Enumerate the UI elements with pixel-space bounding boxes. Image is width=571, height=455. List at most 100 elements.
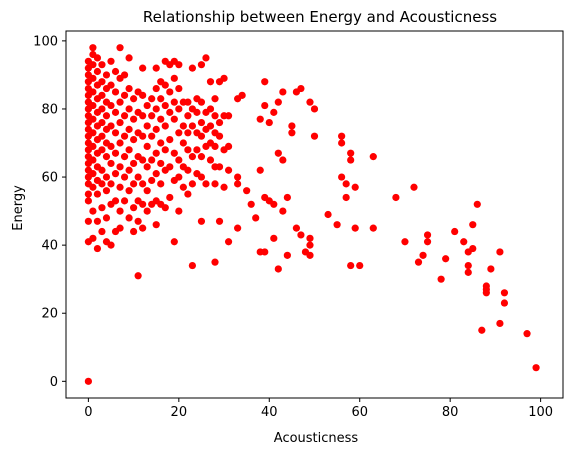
data-point xyxy=(148,95,156,103)
x-tick-label: 40 xyxy=(261,405,278,420)
data-point xyxy=(270,234,278,242)
data-point xyxy=(274,98,282,106)
data-point xyxy=(500,299,509,307)
data-point xyxy=(256,166,264,174)
data-point xyxy=(188,153,196,161)
data-point xyxy=(306,241,314,249)
data-point xyxy=(193,146,201,154)
data-point xyxy=(224,238,233,246)
data-point xyxy=(188,261,196,270)
data-point xyxy=(116,139,124,147)
y-tick-label: 0 xyxy=(50,375,58,390)
data-point xyxy=(211,180,219,188)
data-point xyxy=(401,238,409,246)
y-tick-label: 20 xyxy=(41,307,58,322)
data-point xyxy=(89,142,97,151)
data-point xyxy=(116,163,124,171)
data-point xyxy=(116,118,124,127)
data-point xyxy=(419,251,427,259)
data-point xyxy=(111,149,120,157)
data-point xyxy=(179,183,187,191)
data-point xyxy=(496,248,504,256)
data-point xyxy=(369,153,377,161)
y-tick-label: 60 xyxy=(41,171,58,186)
data-point xyxy=(84,197,92,205)
data-point xyxy=(496,319,504,328)
data-point xyxy=(460,238,468,246)
data-point xyxy=(139,224,147,232)
data-point xyxy=(184,146,192,154)
y-tick-label: 80 xyxy=(41,102,58,117)
data-point xyxy=(464,268,472,276)
data-point xyxy=(197,61,206,69)
data-point xyxy=(130,204,138,212)
data-point xyxy=(134,217,142,225)
x-tick-label: 0 xyxy=(84,405,92,420)
data-point xyxy=(234,180,242,188)
data-point xyxy=(120,153,129,161)
x-axis-ticks: 0 20 40 60 80 100 xyxy=(84,398,553,420)
data-point xyxy=(442,255,450,263)
data-point xyxy=(102,173,111,181)
y-axis-label: Energy xyxy=(11,185,26,231)
data-point xyxy=(107,81,115,89)
data-point xyxy=(89,61,97,69)
data-point xyxy=(469,221,477,229)
data-point xyxy=(184,166,192,174)
data-point xyxy=(414,258,423,266)
data-point xyxy=(175,61,183,69)
data-point xyxy=(261,78,269,86)
data-point xyxy=(188,64,196,72)
data-point xyxy=(98,61,106,69)
data-point xyxy=(211,95,219,103)
data-point xyxy=(148,176,156,185)
data-point xyxy=(224,142,233,151)
data-point xyxy=(84,217,92,225)
data-point xyxy=(161,81,169,89)
data-point xyxy=(215,132,224,140)
data-point xyxy=(125,187,133,195)
data-point xyxy=(279,207,287,215)
data-point xyxy=(197,132,206,140)
data-point xyxy=(473,200,481,208)
data-point xyxy=(125,54,133,62)
data-point xyxy=(487,265,495,273)
data-point xyxy=(161,204,169,212)
data-point xyxy=(175,84,183,93)
data-point xyxy=(157,95,165,103)
data-point xyxy=(347,261,355,270)
data-point xyxy=(224,112,233,120)
data-point xyxy=(306,234,314,242)
data-point xyxy=(116,224,124,232)
data-point xyxy=(170,149,178,157)
data-point xyxy=(102,112,111,120)
data-point xyxy=(107,57,115,65)
data-point xyxy=(143,122,151,130)
data-point xyxy=(224,166,233,174)
data-point xyxy=(197,173,206,181)
data-point xyxy=(283,193,291,202)
y-tick-label: 100 xyxy=(33,34,58,49)
data-point xyxy=(478,326,486,334)
data-point xyxy=(102,214,111,222)
data-point xyxy=(130,136,138,144)
data-point xyxy=(324,210,332,219)
x-tick-label: 20 xyxy=(171,405,188,420)
data-point xyxy=(89,170,97,178)
data-point xyxy=(111,108,120,116)
data-point xyxy=(125,125,133,133)
data-point xyxy=(215,163,224,171)
data-point xyxy=(157,139,165,147)
data-point xyxy=(437,275,445,283)
data-point xyxy=(152,64,160,72)
data-point xyxy=(392,193,400,202)
data-point xyxy=(202,54,210,62)
data-point xyxy=(152,149,160,157)
data-point xyxy=(93,67,102,76)
data-point xyxy=(139,112,147,120)
data-point xyxy=(297,84,305,93)
data-point xyxy=(152,105,160,113)
data-point xyxy=(89,101,97,110)
data-point xyxy=(130,115,138,123)
data-point xyxy=(89,88,97,96)
